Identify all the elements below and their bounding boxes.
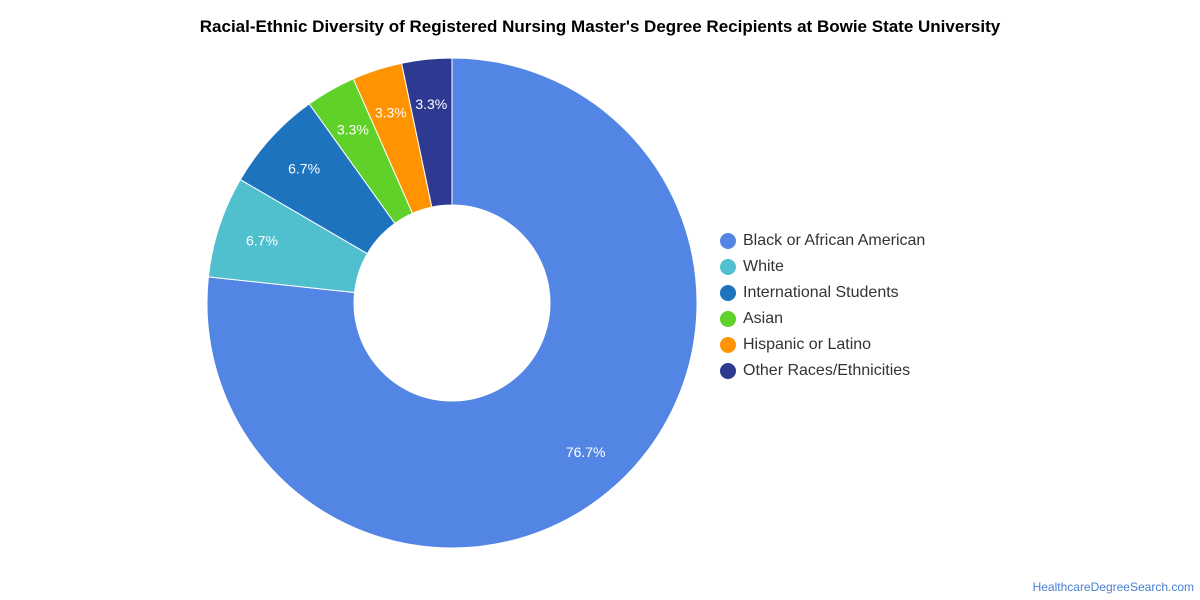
slice-label-international-students: 6.7% (288, 160, 320, 176)
legend-item-black-or-african-american[interactable]: Black or African American (720, 228, 925, 254)
legend-item-other-races-ethnicities[interactable]: Other Races/Ethnicities (720, 358, 925, 384)
slice-label-black-or-african-american: 76.7% (566, 444, 606, 460)
legend-label: Asian (743, 310, 784, 327)
legend-label: White (743, 258, 784, 275)
legend: Black or African American White Internatio… (720, 228, 925, 384)
slice-label-white: 6.7% (246, 233, 278, 249)
slices-layer (206, 57, 698, 549)
legend-item-asian[interactable]: Asian (720, 306, 925, 332)
legend-item-hispanic-or-latino[interactable]: Hispanic or Latino (720, 332, 925, 358)
slice-black-or-african-american[interactable] (206, 57, 698, 549)
legend-swatch (720, 285, 736, 301)
labels-layer: 76.7% 6.7% 6.7% 3.3% 3.3% 3.3% (246, 96, 605, 460)
legend-swatch (720, 311, 736, 327)
slice-other-races-ethnicities[interactable] (400, 57, 453, 208)
slice-label-other-races-ethnicities: 3.3% (415, 96, 447, 112)
legend-label: Hispanic or Latino (743, 336, 872, 353)
legend-label: Black or African American (743, 232, 926, 249)
source-link[interactable]: HealthcareDegreeSearch.com (1032, 580, 1194, 594)
legend-label: Other Races/Ethnicities (743, 362, 911, 379)
legend-item-white[interactable]: White (720, 254, 925, 280)
legend-swatch (720, 233, 736, 249)
legend-item-international-students[interactable]: International Students (720, 280, 925, 306)
slice-label-asian: 3.3% (337, 121, 369, 137)
slice-label-hispanic-or-latino: 3.3% (375, 105, 407, 121)
legend-swatch (720, 363, 736, 379)
legend-label: International Students (743, 284, 899, 301)
legend-swatch (720, 259, 736, 275)
chart-title: Racial-Ethnic Diversity of Registered Nu… (199, 17, 1001, 36)
legend-swatch (720, 337, 736, 353)
